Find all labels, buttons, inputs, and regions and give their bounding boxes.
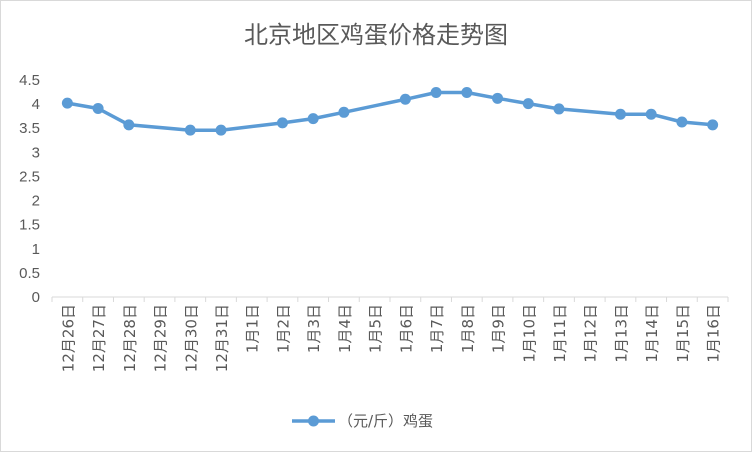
x-tick-label: 1月12日 xyxy=(582,304,600,363)
data-point xyxy=(276,117,288,129)
data-point xyxy=(707,119,719,131)
x-tick-label: 12月30日 xyxy=(182,304,200,372)
data-point xyxy=(307,113,319,125)
x-tick-label: 1月3日 xyxy=(305,304,323,353)
x-tick-label: 1月4日 xyxy=(336,304,354,353)
x-tick-label: 1月10日 xyxy=(520,304,538,363)
x-tick-label: 12月29日 xyxy=(152,304,170,372)
y-tick-label: 4 xyxy=(32,96,40,113)
x-tick-label: 1月6日 xyxy=(397,304,415,353)
x-tick-label: 1月13日 xyxy=(612,304,630,363)
data-point xyxy=(461,87,473,99)
x-tick-label: 1月8日 xyxy=(459,304,477,353)
data-point xyxy=(645,108,657,120)
data-point xyxy=(522,98,534,110)
y-tick-label: 3 xyxy=(32,144,40,161)
data-point xyxy=(399,93,411,105)
series-layer xyxy=(61,87,719,136)
x-tick-label: 12月26日 xyxy=(59,304,77,372)
y-tick-label: 0 xyxy=(32,289,40,306)
x-tick-label: 1月15日 xyxy=(674,304,692,363)
data-point xyxy=(184,124,196,136)
x-tick-label: 12月28日 xyxy=(121,304,139,372)
x-tick-label: 12月27日 xyxy=(90,304,108,372)
y-tick-label: 2 xyxy=(32,193,40,210)
x-tick-label: 1月11日 xyxy=(551,304,569,363)
legend: （元/斤）鸡蛋 xyxy=(292,412,433,430)
data-point xyxy=(61,97,73,109)
chart-title: 北京地区鸡蛋价格走势图 xyxy=(244,21,508,49)
y-tick-label: 2.5 xyxy=(19,168,40,185)
x-tick-label: 1月2日 xyxy=(274,304,292,353)
data-point xyxy=(123,119,135,131)
y-tick-label: 0.5 xyxy=(19,265,40,282)
y-tick-label: 1 xyxy=(32,241,40,258)
data-point xyxy=(430,87,442,99)
x-tick-label: 1月7日 xyxy=(428,304,446,353)
x-tick-label: 1月14日 xyxy=(643,304,661,363)
x-tick-label: 1月5日 xyxy=(367,304,385,353)
data-point xyxy=(338,106,350,118)
legend-marker xyxy=(308,415,319,427)
x-tick-label: 1月16日 xyxy=(705,304,723,363)
y-tick-label: 1.5 xyxy=(19,217,40,234)
data-point xyxy=(215,124,227,136)
data-point xyxy=(492,92,504,104)
data-point xyxy=(614,108,626,120)
x-tick-label: 1月1日 xyxy=(244,304,262,353)
y-tick-label: 3.5 xyxy=(19,120,40,137)
data-point xyxy=(92,102,104,114)
data-point xyxy=(676,116,688,128)
data-point xyxy=(553,103,565,115)
x-tick-label: 12月31日 xyxy=(213,304,231,372)
legend-label: （元/斤）鸡蛋 xyxy=(338,412,433,430)
x-tick-label: 1月9日 xyxy=(490,304,508,353)
y-axis: 0 0.5 1 1.5 2 2.5 3 3.5 4 4.5 xyxy=(19,72,40,306)
y-tick-label: 4.5 xyxy=(19,72,40,89)
x-axis: 12月26日 12月27日 12月28日 12月29日 12月30日 12月31日 1月1日… xyxy=(51,296,729,372)
